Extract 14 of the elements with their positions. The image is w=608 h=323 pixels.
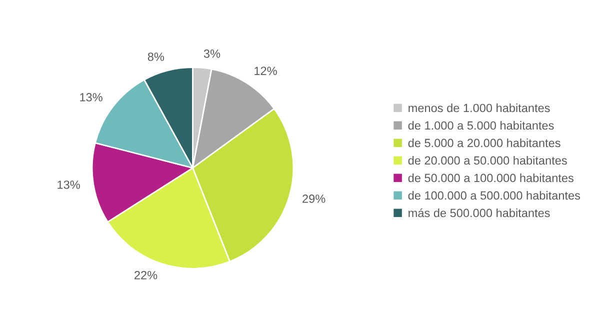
data-label: 29% bbox=[302, 194, 326, 203]
legend-label: de 5.000 a 20.000 habitantes bbox=[408, 138, 560, 148]
data-label: 8% bbox=[148, 52, 164, 61]
legend-label: de 50.000 a 100.000 habitantes bbox=[408, 173, 574, 182]
legend-label: de 20.000 a 50.000 habitantes bbox=[408, 156, 567, 165]
data-label: 13% bbox=[80, 93, 102, 102]
data-label: 13% bbox=[58, 180, 80, 189]
legend-label: de 1.000 a 5.000 habitantes bbox=[408, 121, 554, 130]
data-label: 22% bbox=[134, 270, 158, 280]
legend-label: más de 500.000 habitantes bbox=[408, 208, 550, 218]
data-label: 3% bbox=[204, 50, 220, 58]
data-label: 12% bbox=[254, 66, 277, 76]
legend-label: menos de 1.000 habitantes bbox=[408, 104, 550, 112]
legend-label: de 100.000 a 500.000 habitantes bbox=[408, 190, 580, 200]
